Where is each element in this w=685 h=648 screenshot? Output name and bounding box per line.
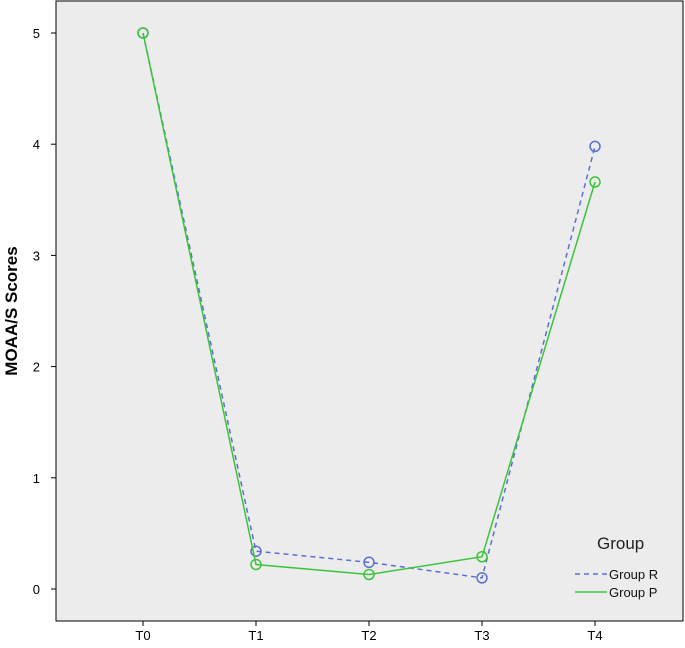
- series-line: [142, 32, 596, 576]
- data-point: [250, 545, 262, 557]
- data-point: [363, 556, 375, 569]
- x-tick-label: T0: [135, 628, 150, 643]
- x-axis: T0 T1 T2 T3 T4: [135, 621, 603, 643]
- data-point: [250, 558, 262, 571]
- x-tick-label: T4: [587, 628, 602, 643]
- y-axis-label: MOAA/S Scores: [2, 246, 21, 375]
- x-tick-label: T1: [248, 628, 263, 643]
- y-tick-label: 3: [33, 248, 40, 263]
- series-line: [142, 32, 596, 579]
- y-tick-label: 2: [33, 360, 40, 375]
- y-tick-label: 1: [33, 471, 40, 486]
- series-group-p: [137, 27, 601, 581]
- y-tick-label: 4: [33, 137, 40, 152]
- y-axis: 0 1 2 3 4 5: [33, 26, 56, 597]
- data-point: [476, 551, 488, 563]
- y-tick-label: 0: [33, 582, 40, 597]
- data-point: [589, 140, 601, 153]
- legend-title: Group: [597, 534, 644, 553]
- x-tick-label: T2: [361, 628, 376, 643]
- data-point: [476, 572, 488, 584]
- series-layer: [137, 27, 601, 584]
- y-tick-label: 5: [33, 26, 40, 41]
- plot-area: [55, 0, 684, 622]
- legend-label: Group P: [609, 585, 657, 600]
- legend-items: Group R Group P: [575, 567, 658, 600]
- data-point: [363, 568, 375, 581]
- legend-label: Group R: [609, 567, 658, 582]
- legend: Group Group R Group P: [575, 534, 658, 600]
- data-point: [589, 176, 601, 188]
- data-point: [137, 27, 149, 39]
- x-tick-label: T3: [474, 628, 489, 643]
